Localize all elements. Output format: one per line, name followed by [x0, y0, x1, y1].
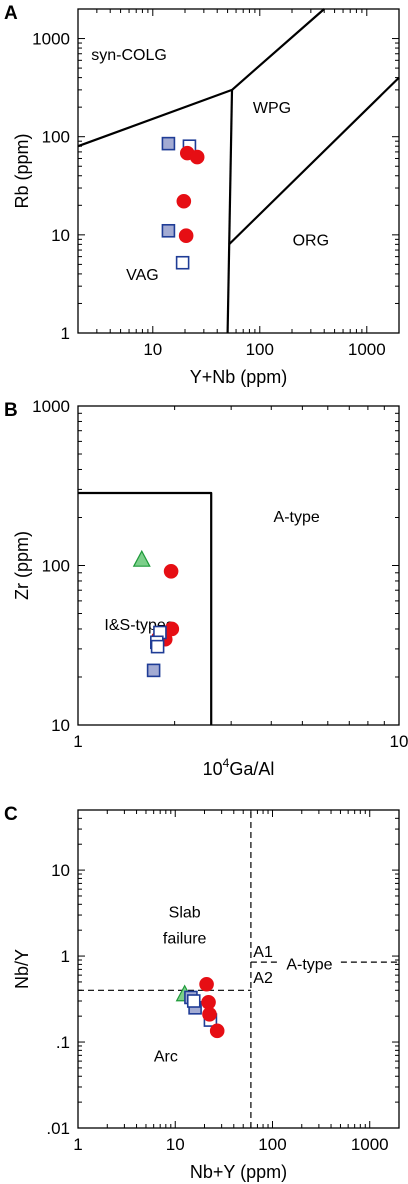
panel-a: A 10 100 1000 1 10 100 1000 Y+Nb (ppm) Rb (ppm) sy… — [4, 3, 400, 387]
field-boundary — [228, 76, 400, 246]
y-tick-label: 10 — [51, 861, 70, 880]
axis-ticks — [77, 8, 400, 334]
field-boundary — [226, 89, 234, 334]
plot-frame — [77, 809, 400, 1129]
region-label-bg — [280, 954, 339, 974]
x-axis-title: Nb+Y (ppm) — [190, 1162, 287, 1182]
data-point-triangle — [132, 549, 151, 567]
y-tick-label: 10 — [51, 716, 70, 735]
x-tick-label: 100 — [246, 340, 274, 359]
x-axis-title-base: 10 — [203, 759, 223, 779]
y-tick-label: 1 — [61, 947, 70, 966]
data-point-circle — [202, 1007, 217, 1022]
axis-ticks — [77, 809, 400, 1129]
x-tick-label: 100 — [258, 1135, 286, 1154]
panel-c: C 1 10 100 1000 .01 .1 1 10 Nb+Y (ppm) Nb/Y Slab fai… — [4, 804, 400, 1182]
y-tick-label: 1000 — [32, 30, 70, 49]
x-tick-label: 10 — [166, 1135, 185, 1154]
x-axis-title-sup: 4 — [223, 756, 230, 770]
x-tick-label: 10 — [143, 340, 162, 359]
field-boundary — [78, 491, 213, 725]
data-point-square-open — [175, 255, 190, 270]
plot-frame — [77, 8, 400, 334]
region-label: Slab — [169, 904, 201, 921]
x-axis-title: Y+Nb (ppm) — [190, 367, 288, 387]
region-label: VAG — [126, 267, 159, 284]
plot-frame — [77, 405, 400, 726]
region-label: syn-COLG — [91, 47, 167, 64]
y-tick-label: 100 — [42, 128, 70, 147]
data-point-square-open — [150, 639, 165, 654]
panel-letter: B — [4, 400, 18, 421]
y-axis-title: Zr (ppm) — [12, 531, 32, 600]
panel-letter: A — [4, 3, 18, 24]
x-tick-label: 1 — [73, 1135, 82, 1154]
x-tick-label: 1 — [73, 732, 82, 751]
x-axis-title: 104Ga/Al — [203, 756, 275, 779]
x-tick-label: 1000 — [348, 340, 386, 359]
x-tick-label: 10 — [390, 732, 408, 751]
field-boundary — [77, 8, 325, 148]
y-tick-label: .1 — [56, 1033, 70, 1052]
data-point-square-filled — [146, 663, 161, 678]
y-tick-label: 1 — [61, 324, 70, 343]
y-tick-label: 10 — [51, 226, 70, 245]
region-label: A-type — [286, 956, 332, 973]
y-axis-title: Rb (ppm) — [12, 133, 32, 208]
y-tick-label: 1000 — [32, 397, 70, 416]
x-tick-label: 1000 — [351, 1135, 389, 1154]
y-axis-title: Nb/Y — [12, 949, 32, 989]
data-point-square-open — [186, 994, 201, 1008]
data-point-circle — [176, 193, 192, 209]
data-point-circle — [178, 228, 194, 244]
region-label: WPG — [253, 100, 291, 117]
data-point-square-filled — [161, 223, 176, 238]
region-label: ORG — [293, 232, 329, 249]
data-point-circle — [164, 621, 180, 637]
data-point-circle — [199, 976, 214, 992]
data-point-circle — [163, 563, 179, 579]
data-point-square-filled — [161, 136, 176, 151]
y-tick-label: 100 — [42, 557, 70, 576]
data-point-circle — [201, 994, 216, 1010]
x-axis-title-rest: Ga/Al — [229, 759, 274, 779]
data-point-circle — [209, 1023, 225, 1039]
data-point-circle — [189, 149, 205, 165]
region-label: A-type — [274, 509, 320, 526]
region-label: A2 — [253, 970, 273, 987]
region-label: A1 — [253, 944, 273, 961]
region-label: failure — [163, 930, 207, 947]
axis-ticks — [77, 405, 400, 726]
region-label: Arc — [154, 1048, 178, 1065]
panel-letter: C — [4, 804, 18, 825]
y-tick-label: .01 — [46, 1119, 70, 1138]
